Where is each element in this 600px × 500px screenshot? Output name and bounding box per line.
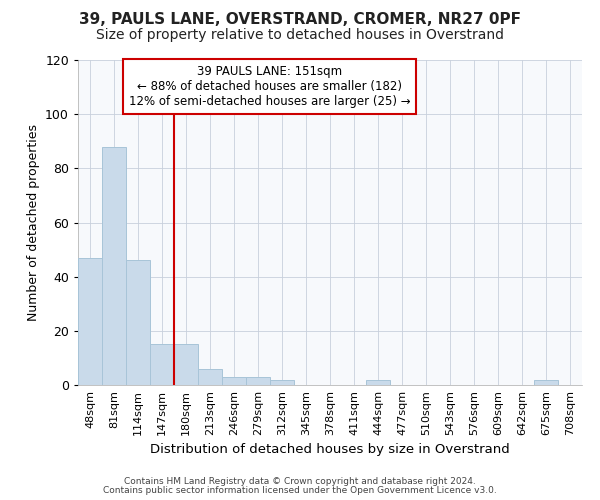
Bar [151, 344, 173, 385]
Text: Contains public sector information licensed under the Open Government Licence v3: Contains public sector information licen… [103, 486, 497, 495]
Bar [271, 380, 293, 385]
Text: 39 PAULS LANE: 151sqm
← 88% of detached houses are smaller (182)
12% of semi-det: 39 PAULS LANE: 151sqm ← 88% of detached … [129, 65, 410, 108]
Text: Size of property relative to detached houses in Overstrand: Size of property relative to detached ho… [96, 28, 504, 42]
Text: 39, PAULS LANE, OVERSTRAND, CROMER, NR27 0PF: 39, PAULS LANE, OVERSTRAND, CROMER, NR27… [79, 12, 521, 28]
Bar [535, 380, 557, 385]
Bar [367, 380, 389, 385]
Bar [175, 344, 197, 385]
Bar [103, 146, 125, 385]
Bar [127, 260, 149, 385]
Y-axis label: Number of detached properties: Number of detached properties [26, 124, 40, 321]
Bar [199, 369, 221, 385]
X-axis label: Distribution of detached houses by size in Overstrand: Distribution of detached houses by size … [150, 444, 510, 456]
Text: Contains HM Land Registry data © Crown copyright and database right 2024.: Contains HM Land Registry data © Crown c… [124, 477, 476, 486]
Bar [223, 377, 245, 385]
Bar [79, 258, 101, 385]
Bar [247, 377, 269, 385]
